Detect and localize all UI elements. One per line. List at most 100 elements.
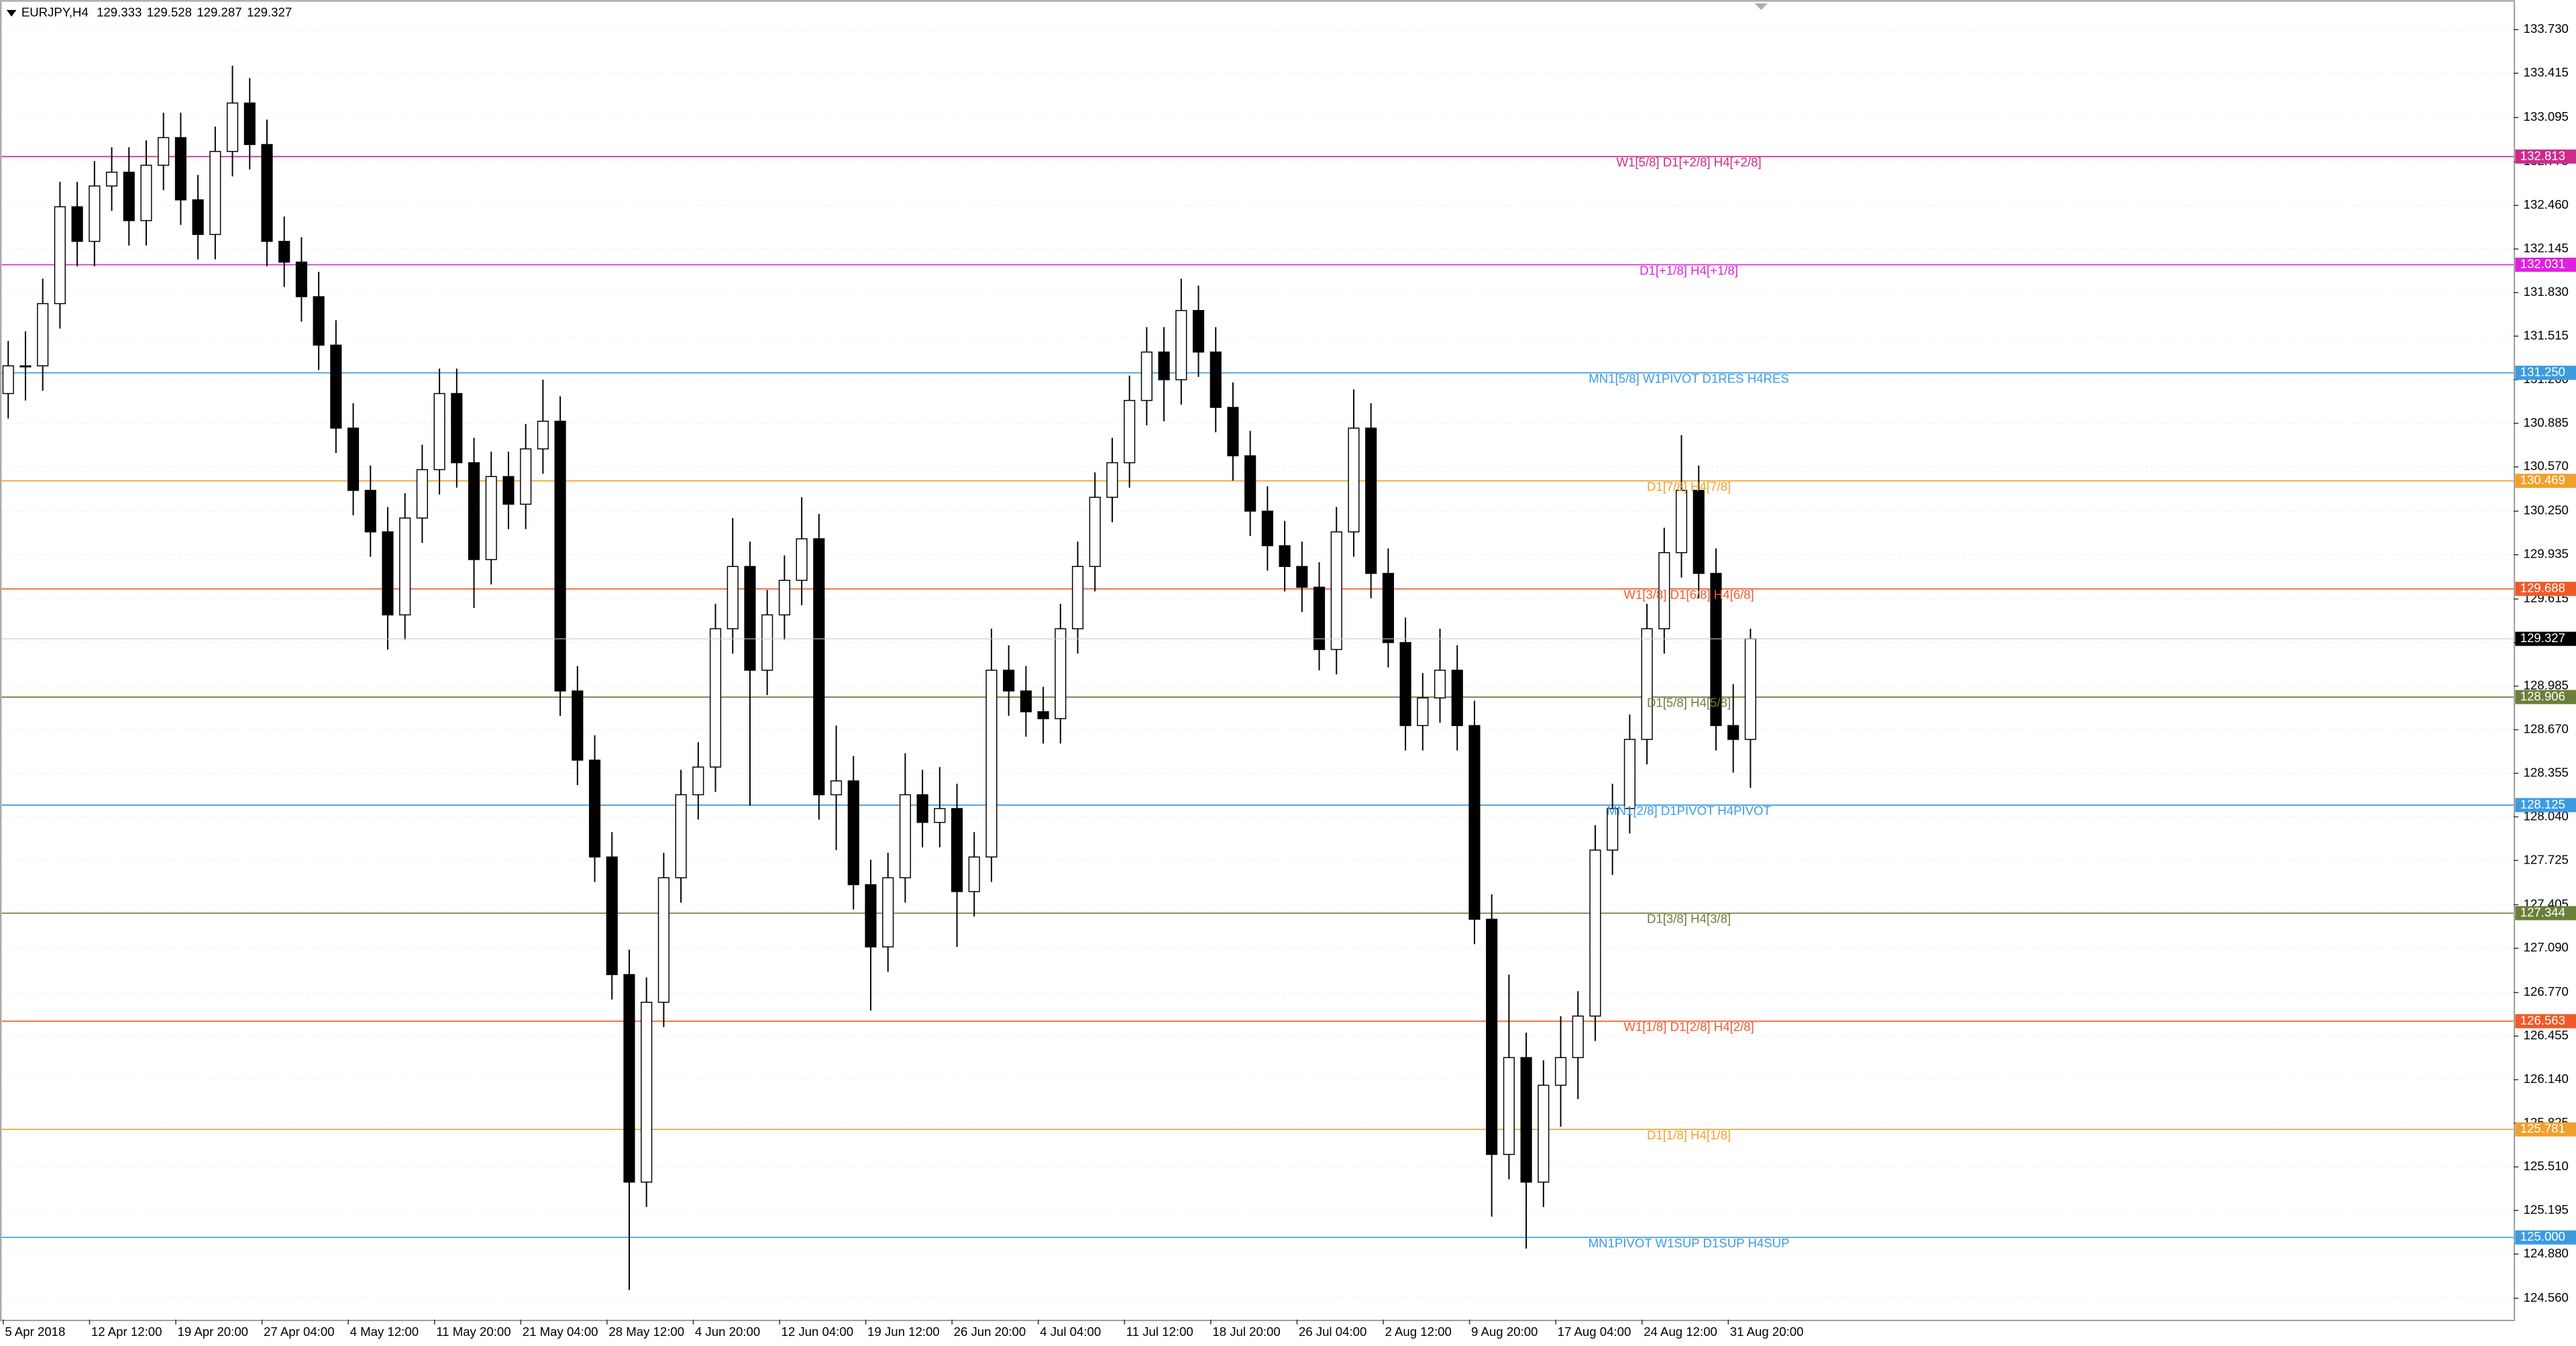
candle-body [1641,628,1653,740]
price-tag-label: 128.125 [2520,797,2565,811]
candle-body [1486,919,1498,1155]
y-tick-label: 128.355 [2524,765,2569,779]
x-tick-label: 12 Jun 04:00 [781,1325,853,1339]
chart-header: EURJPY,H4 129.333 129.528 129.287 129.327 [21,5,292,19]
y-tick-label: 127.725 [2524,852,2569,866]
candle-body [1417,697,1429,727]
level-label: D1[+1/8] H4[+1/8] [1640,263,1738,277]
y-tick-label: 133.415 [2524,65,2569,79]
candle-body [1554,1057,1567,1086]
candle-body [916,794,928,823]
candle-body [1744,638,1756,740]
y-tick-label: 133.095 [2524,109,2569,123]
level-label: D1[3/8] H4[3/8] [1647,912,1731,926]
x-tick-label: 11 May 20:00 [436,1325,511,1339]
level-label: D1[5/8] H4[5/8] [1647,696,1731,710]
x-tick-label: 2 Aug 12:00 [1385,1325,1451,1339]
candle-body [1675,490,1688,554]
candle-body [1399,641,1411,727]
symbol: EURJPY,H4 [21,5,89,19]
x-tick-label: 11 Jul 12:00 [1126,1325,1193,1339]
candle-body [1158,351,1170,380]
candle-body [158,137,170,166]
candle-body [865,884,877,947]
candle-body [1037,711,1049,719]
candle-body [1693,490,1705,574]
candle-body [692,766,704,796]
y-tick-label: 125.510 [2524,1159,2569,1173]
x-tick-label: 18 Jul 20:00 [1212,1325,1280,1339]
candle-body [1710,572,1722,727]
candle-body [1279,545,1291,567]
candle-body [709,628,722,768]
candle-body [226,102,239,152]
price-tag-label: 128.906 [2520,689,2565,703]
x-tick-label: 4 May 12:00 [350,1325,419,1339]
level-label: W1[1/8] D1[2/8] H4[2/8] [1623,1020,1754,1034]
y-tick-label: 130.885 [2524,415,2569,429]
x-tick-label: 28 May 12:00 [608,1325,684,1339]
candle-body [727,566,739,629]
price-tag [2515,690,2576,705]
level-label: MN1PIVOT W1SUP D1SUP H4SUP [1589,1236,1790,1250]
candle-body [1227,407,1239,457]
x-tick-label: 19 Jun 12:00 [867,1325,940,1339]
candle-body [830,780,843,796]
price-tag-label: 126.563 [2520,1013,2565,1027]
candle-body [1727,725,1739,740]
candle-body [54,206,66,305]
candle-body [675,794,687,878]
ohlc-value: 129.333 [97,5,142,19]
candle-body [37,303,49,367]
candle-body [123,171,135,221]
candle-body [174,137,186,201]
candle-body [951,808,963,892]
price-tag [2515,1122,2576,1137]
y-tick-label: 131.515 [2524,328,2569,342]
candle-body [985,670,998,858]
y-tick-label: 127.090 [2524,940,2569,954]
price-tag-label: 130.469 [2520,473,2565,487]
y-tick-label: 128.040 [2524,809,2569,823]
candle-body [2,365,14,395]
plot-frame [0,0,2516,1321]
candle-body [778,580,790,616]
x-tick-label: 5 Apr 2018 [5,1325,65,1339]
level-label: MN1[2/8] D1PIVOT H4PIVOT [1607,804,1771,818]
price-tag-label: 129.688 [2520,581,2565,595]
candle-body [1071,566,1084,629]
price-tag-label: 127.344 [2520,905,2565,919]
level-label: W1[3/8] D1[6/8] H4[6/8] [1623,587,1754,601]
header-arrow [6,9,17,17]
level-label: D1[1/8] H4[1/8] [1647,1128,1731,1142]
candle-body [1055,628,1067,719]
candle-body [416,469,428,519]
candle-body [399,517,411,616]
candle-body [1140,351,1152,401]
candle-body [330,344,342,429]
price-tag-label: 125.781 [2520,1121,2565,1135]
price-tag [2515,258,2576,272]
y-tick-label: 129.935 [2524,547,2569,561]
candle-body [761,614,773,671]
candle-body [1192,310,1205,353]
candle-body [244,102,256,146]
candle-body [1003,670,1015,692]
candle-body [278,240,290,263]
candle-body [382,531,394,616]
y-tick-label: 126.770 [2524,984,2569,998]
x-tick-label: 24 Aug 12:00 [1644,1325,1717,1339]
candle-body [1520,1057,1532,1183]
candle-body [847,780,859,886]
candle-body [968,856,980,892]
candle-body [623,974,635,1183]
level-label: D1[7/8] H4[7/8] [1647,479,1731,493]
price-tag-label: 131.250 [2520,365,2565,379]
y-tick-label: 125.195 [2524,1202,2569,1216]
candle-body [1348,427,1360,533]
x-tick-label: 17 Aug 04:00 [1558,1325,1631,1339]
candle-body [1210,351,1222,408]
x-tick-label: 9 Aug 20:00 [1471,1325,1538,1339]
candle-body [485,476,497,560]
